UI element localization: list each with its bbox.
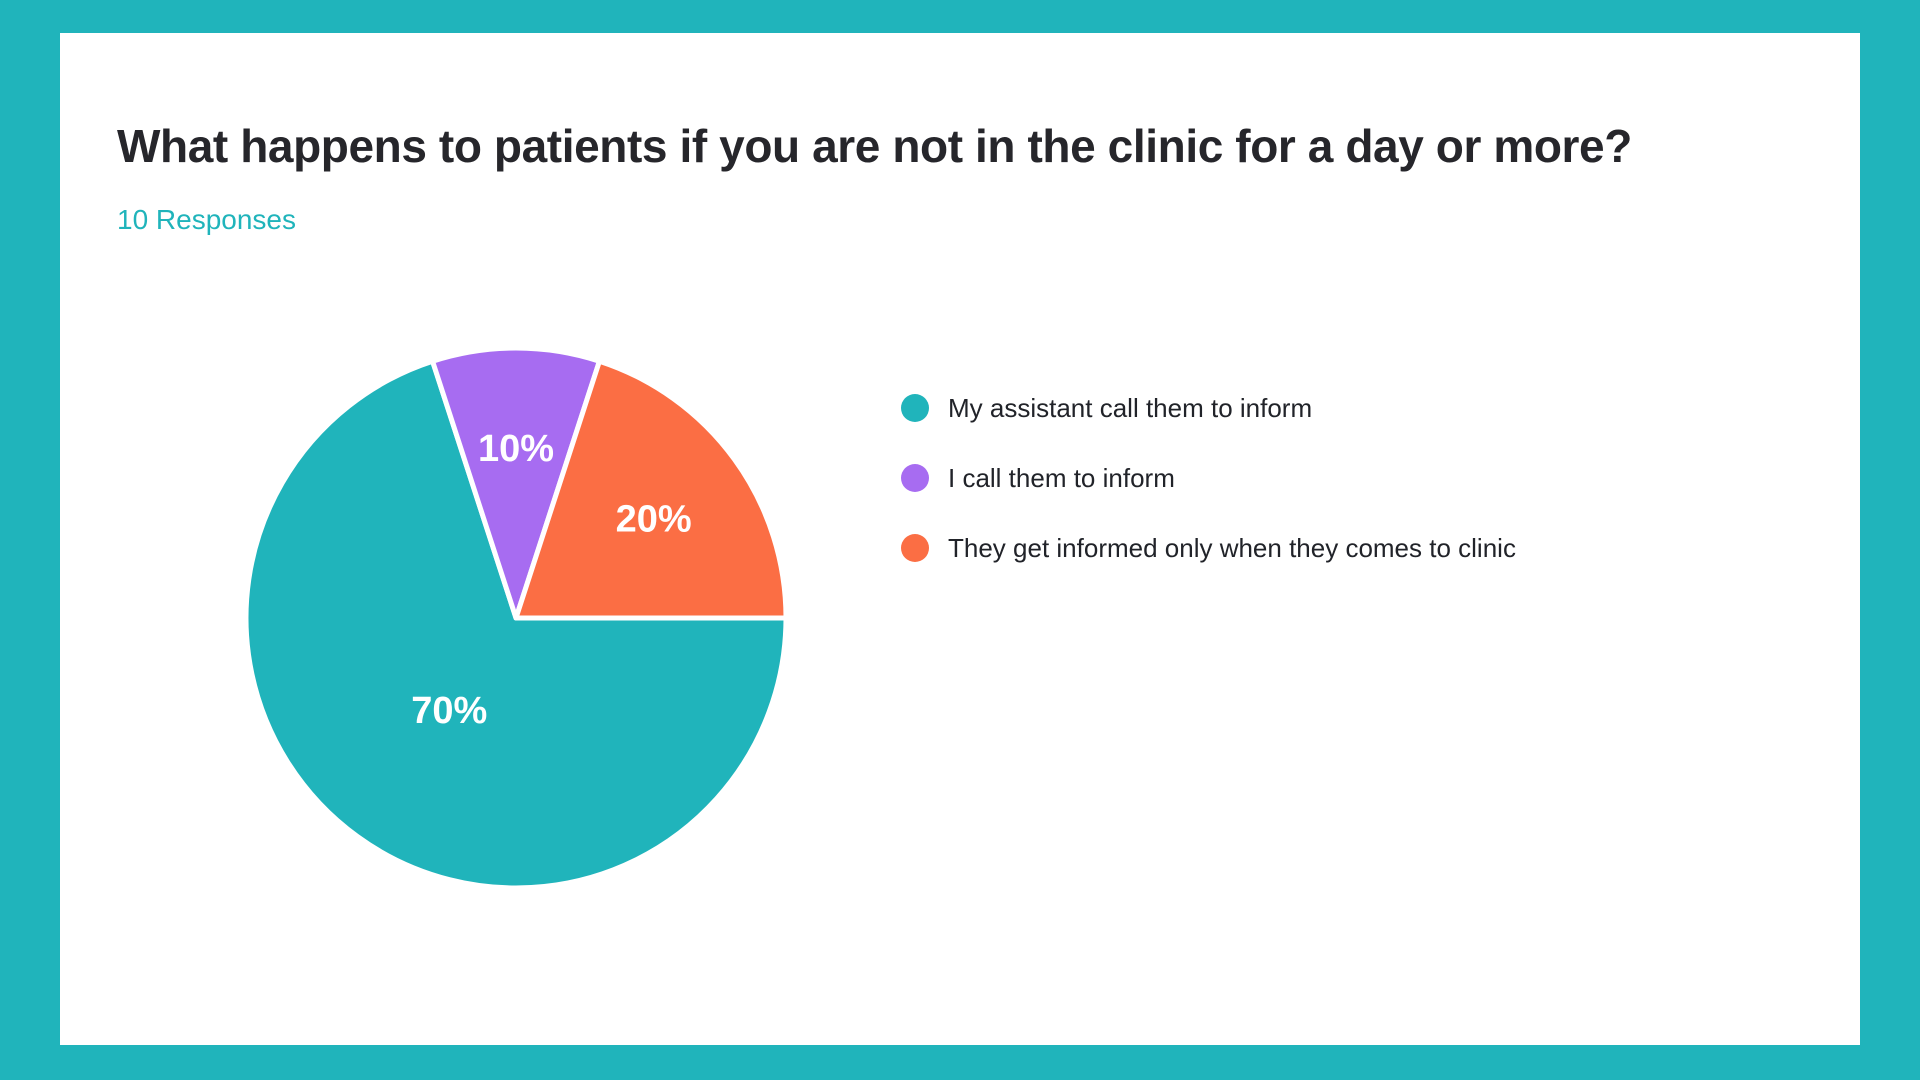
legend-swatch-icon xyxy=(901,464,929,492)
pie-slice-1[interactable] xyxy=(430,345,602,621)
pie-slice-value-label: 70% xyxy=(411,690,487,732)
legend-label: I call them to inform xyxy=(948,463,1175,493)
pie-slice-value-label: 20% xyxy=(616,498,692,540)
legend-item: My assistant call them to inform xyxy=(901,393,1516,423)
pie-slice-2[interactable] xyxy=(513,358,789,621)
pie-chart: 70% 10% 20% xyxy=(243,345,789,891)
legend-item: I call them to inform xyxy=(901,463,1516,493)
question-title: What happens to patients if you are not … xyxy=(117,120,1632,172)
pie-slice-0[interactable] xyxy=(243,358,789,891)
legend-label: They get informed only when they comes t… xyxy=(948,533,1516,563)
legend-label: My assistant call them to inform xyxy=(948,393,1313,423)
chart-legend: My assistant call them to inform I call t… xyxy=(901,393,1516,563)
pie-slice-value-label: 10% xyxy=(478,428,554,470)
content-card: What happens to patients if you are not … xyxy=(60,33,1860,1045)
legend-swatch-icon xyxy=(901,394,929,422)
legend-swatch-icon xyxy=(901,534,929,562)
legend-item: They get informed only when they comes t… xyxy=(901,533,1516,563)
responses-count: 10 Responses xyxy=(117,204,297,235)
